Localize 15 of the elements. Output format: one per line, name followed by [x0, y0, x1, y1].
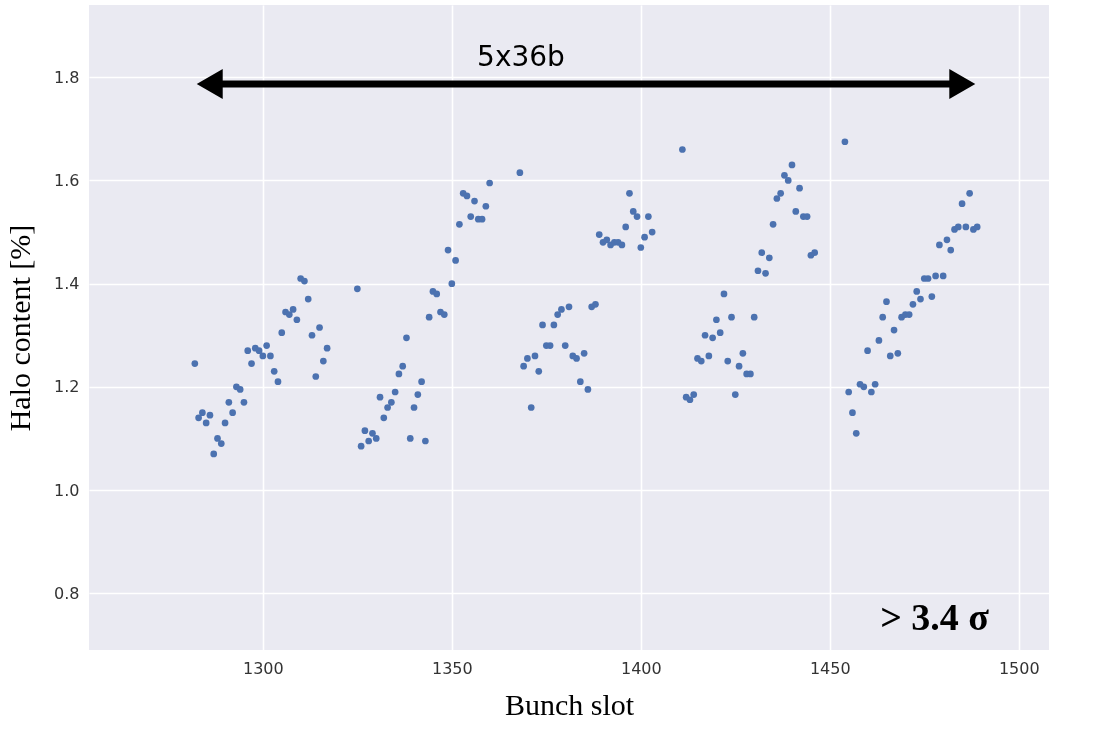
- y-tick-label: 1.6: [54, 170, 80, 190]
- annotation: 5x36b: [477, 40, 565, 73]
- x-tick-label: 1500: [998, 658, 1040, 678]
- y-tick-label: 0.8: [54, 583, 80, 603]
- y-tick-label: 1.4: [54, 274, 80, 294]
- x-tick-label: 1450: [809, 658, 851, 678]
- annotation: > 3.4 σ: [880, 596, 990, 638]
- x-tick-label: 1300: [243, 658, 284, 678]
- y-axis-title: Halo content [%]: [3, 224, 37, 432]
- x-axis-title: Bunch slot: [504, 687, 635, 721]
- x-tick-label: 1350: [431, 658, 473, 678]
- y-tick-label: 1.0: [54, 480, 80, 500]
- y-tick-label: 1.2: [54, 377, 80, 397]
- x-tick-label: 1400: [620, 658, 662, 678]
- y-tick-label: 1.8: [54, 67, 80, 87]
